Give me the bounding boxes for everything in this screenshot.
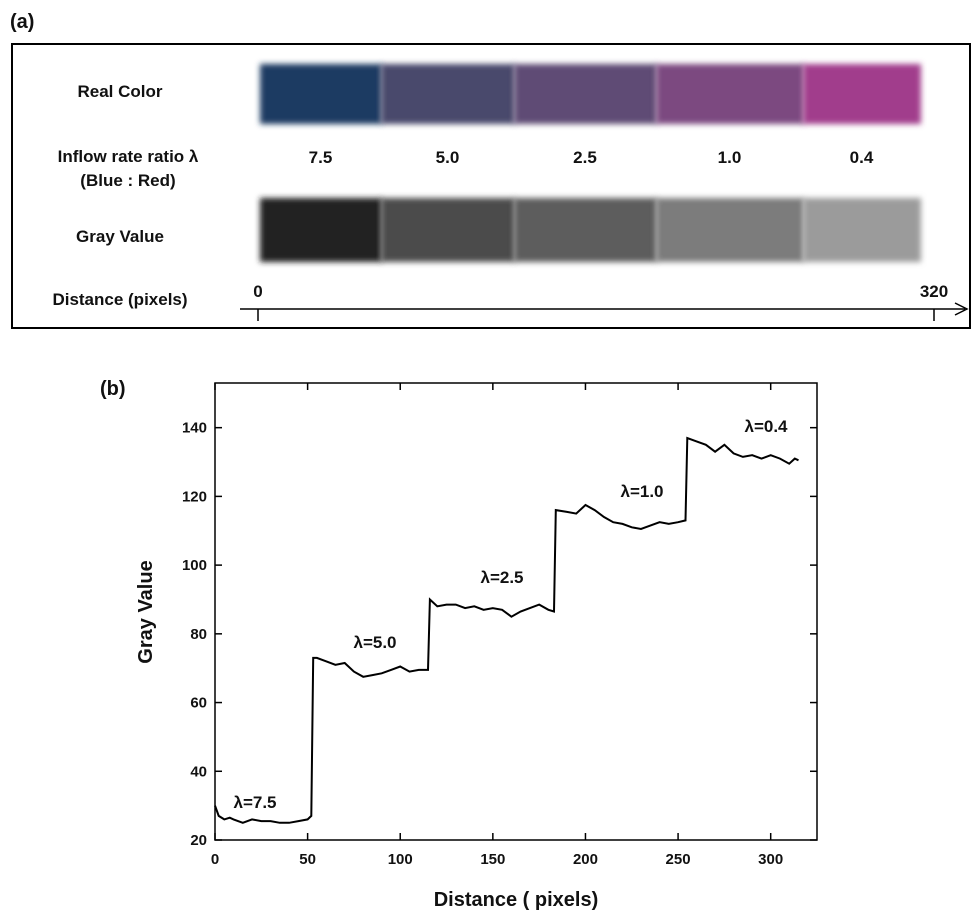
y-tick-label: 40 (190, 763, 207, 780)
color-strip (381, 64, 515, 124)
row-label: Distance (pixels) (52, 290, 187, 309)
annotation: λ=2.5 (480, 568, 523, 587)
plot-frame (215, 383, 817, 840)
color-strip (260, 64, 382, 124)
gray-strip (514, 198, 657, 262)
gray-strip (656, 198, 804, 262)
x-tick-label: 150 (480, 851, 505, 868)
row-sublabel: (Blue : Red) (80, 171, 175, 190)
x-tick-label: 250 (666, 851, 691, 868)
gray-strip (381, 198, 515, 262)
row-label: Inflow rate ratio λ (58, 147, 199, 166)
gray-strip (260, 198, 382, 262)
data-line (215, 438, 799, 823)
y-tick-label: 120 (182, 488, 207, 505)
x-tick-label: 200 (573, 851, 598, 868)
panel-label: (b) (100, 378, 126, 400)
x-tick-label: 0 (211, 851, 219, 868)
ratio-label: 7.5 (309, 148, 333, 167)
x-tick-label: 100 (388, 851, 413, 868)
y-tick-label: 100 (182, 557, 207, 574)
annotation: λ=7.5 (233, 793, 276, 812)
tick-label: 0 (253, 282, 262, 301)
figure: (a) Real Color Inflow rate ratio λ (Blue… (0, 0, 973, 912)
y-axis-label: Gray Value (135, 560, 157, 663)
ratio-label: 2.5 (573, 148, 597, 167)
gray-strip (803, 198, 921, 262)
row-label: Real Color (77, 82, 162, 101)
y-tick-label: 20 (190, 832, 207, 849)
annotation: λ=1.0 (620, 482, 663, 501)
tick-label: 320 (920, 282, 948, 301)
ratio-label: 0.4 (850, 148, 874, 167)
color-strip (656, 64, 804, 124)
annotation: λ=5.0 (353, 633, 396, 652)
color-strip (514, 64, 657, 124)
x-tick-label: 300 (758, 851, 783, 868)
annotation: λ=0.4 (744, 417, 788, 436)
x-tick-label: 50 (299, 851, 316, 868)
y-tick-label: 140 (182, 420, 207, 437)
row-label: Gray Value (76, 227, 164, 246)
ratio-label: 5.0 (436, 148, 460, 167)
x-axis-label: Distance ( pixels) (434, 889, 599, 911)
color-strip (803, 64, 921, 124)
y-tick-label: 60 (190, 695, 207, 712)
ratio-label: 1.0 (718, 148, 742, 167)
panel-label: (a) (10, 11, 34, 33)
y-tick-label: 80 (190, 626, 207, 643)
